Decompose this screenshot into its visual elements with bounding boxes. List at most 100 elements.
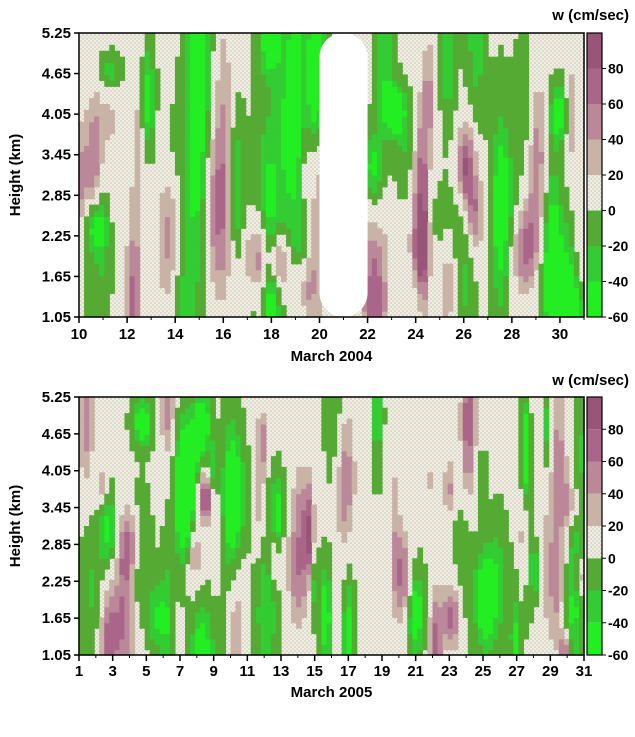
contour-cell [265,287,272,294]
contour-cell [558,98,565,105]
contour-cell [255,275,262,283]
contour-cell [104,558,110,565]
contour-cell [250,585,257,592]
contour-cell [169,612,176,618]
contour-cell [230,515,237,522]
contour-cell [291,121,297,129]
contour-cell [109,628,115,635]
contour-cell [457,175,464,182]
contour-cell [311,257,317,265]
contour-cell [89,257,95,265]
contour-cell [235,520,242,527]
contour-cell [260,33,267,40]
contour-cell [144,133,151,141]
contour-cell [462,169,469,176]
contour-cell [281,74,287,81]
contour-cell [210,240,216,247]
contour-cell [185,157,191,164]
contour-cell [558,180,565,188]
contour-cell [316,552,322,559]
contour-cell [255,504,262,511]
contour-cell [422,311,429,318]
contour-cell [281,133,287,141]
contour-cell [376,151,383,158]
contour-cell [104,287,110,294]
contour-cell [412,622,418,629]
contour-cell [296,44,302,52]
contour-cell [185,192,191,200]
contour-cell [159,574,166,581]
contour-cell [341,649,348,656]
contour-cell [129,204,136,212]
contour-cell [129,263,136,271]
contour-cell [149,121,156,129]
contour-cell [260,628,267,635]
contour-cell [134,450,141,457]
contour-cell [240,483,247,489]
contour-cell [452,210,459,218]
contour-cell [260,542,267,549]
contour-cell [149,552,156,559]
contour-cell [185,558,191,565]
contour-cell [235,222,242,229]
contour-cell [397,133,403,141]
contour-cell [270,299,277,306]
contour-cell [200,163,206,170]
contour-cell [94,305,100,312]
contour-cell [382,33,388,40]
contour-cell [291,234,297,241]
contour-cell [397,180,403,188]
contour-cell [366,151,373,158]
contour-cell [528,198,535,206]
contour-cell [306,104,312,111]
contour-cell [124,617,131,624]
contour-cell [255,423,262,430]
contour-cell [149,402,156,409]
contour-cell [533,240,540,247]
contour-cell [397,145,403,152]
contour-cell [301,240,307,247]
contour-cell [144,601,151,608]
contour-cell [467,169,474,176]
contour-cell [174,299,181,306]
contour-cell [215,601,221,608]
contour-cell [306,531,312,538]
contour-cell [447,595,454,602]
contour-cell [240,547,247,554]
contour-cell [240,536,247,543]
contour-cell [185,86,191,93]
contour-cell [291,493,297,500]
contour-cell [94,204,100,212]
contour-cell [84,234,90,241]
contour-cell [346,450,353,457]
contour-cell [331,423,338,430]
contour-cell [164,281,171,289]
contour-cell [275,192,282,200]
contour-cell [225,423,232,430]
contour-cell [265,281,272,289]
contour-cell [538,305,545,312]
contour-cell [220,115,227,123]
contour-cell [270,139,277,147]
contour-cell [493,299,499,306]
contour-cell [321,574,328,581]
contour-cell [185,488,191,495]
contour-cell [220,169,227,176]
contour-cell [316,139,322,147]
contour-cell [225,186,232,194]
contour-cell [255,74,262,81]
contour-cell [190,246,196,253]
contour-cell [215,186,221,194]
contour-cell [316,299,322,306]
contour-cell [265,563,272,570]
contour-cell [291,542,297,549]
contour-cell [230,163,237,170]
contour-cell [200,210,206,218]
contour-cell [382,56,388,64]
contour-cell [230,622,237,629]
contour-cell [447,210,454,218]
contour-cell [200,98,206,105]
contour-cell [336,402,343,409]
contour-cell [250,633,257,640]
contour-cell [134,590,141,597]
